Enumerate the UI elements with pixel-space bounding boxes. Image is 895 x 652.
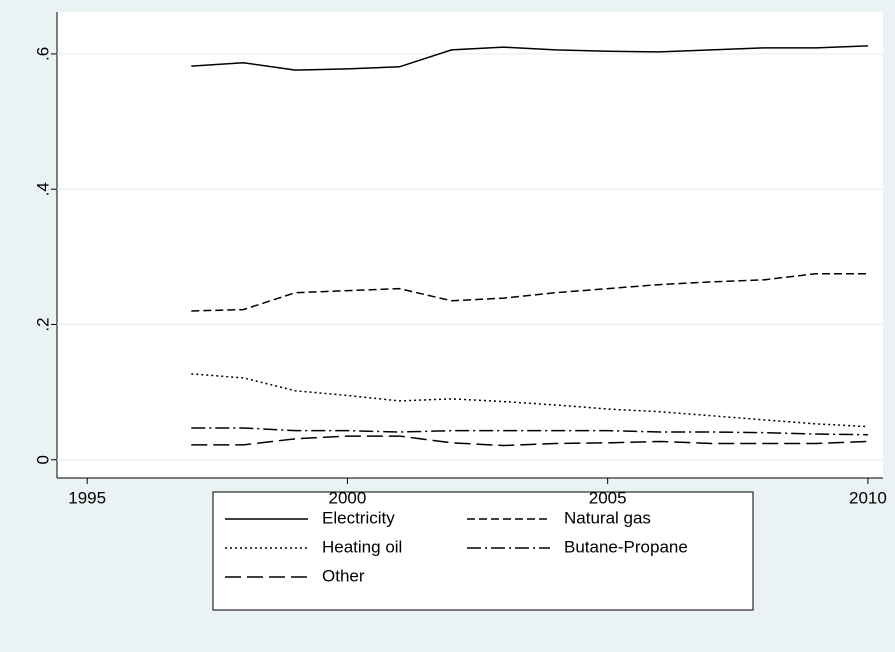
x-tick-label: 2010 — [849, 488, 887, 507]
plot-area — [57, 12, 883, 478]
line-series — [191, 427, 868, 436]
legend-label: Electricity — [322, 508, 395, 527]
x-tick-label: 2000 — [329, 488, 367, 507]
y-tick-label: .6 — [33, 47, 52, 61]
legend-label: Other — [322, 566, 365, 585]
x-tick-label: 2005 — [589, 488, 627, 507]
legend-label: Natural gas — [564, 508, 651, 527]
y-tick-label: .4 — [33, 182, 52, 196]
y-tick-label: 0 — [33, 455, 52, 464]
y-tick-label: .2 — [33, 317, 52, 331]
line-series — [191, 373, 868, 428]
legend — [212, 491, 754, 611]
legend-label: Butane-Propane — [564, 537, 688, 556]
line-series — [191, 435, 868, 447]
line-series — [191, 45, 868, 71]
legend-label: Heating oil — [322, 537, 402, 556]
x-tick-label: 1995 — [68, 488, 106, 507]
line-series — [191, 272, 868, 312]
